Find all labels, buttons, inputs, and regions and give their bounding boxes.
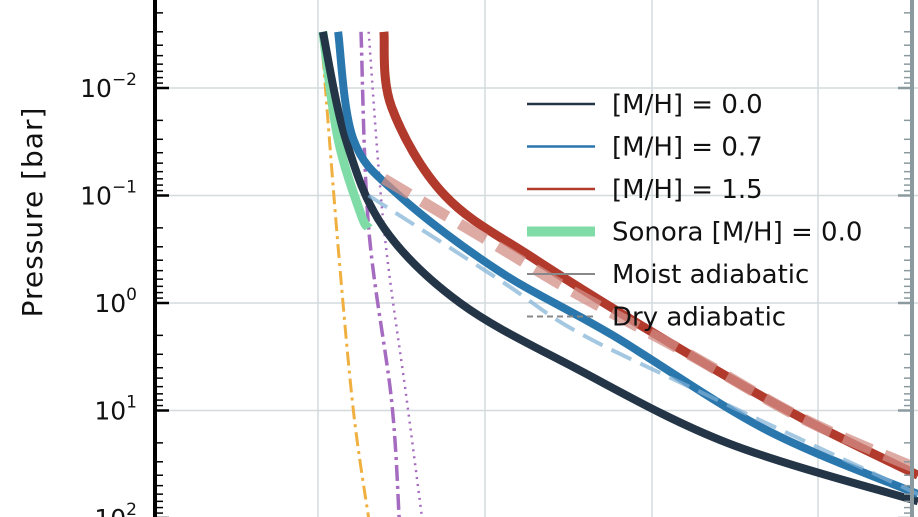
plot-area [318, 30, 918, 517]
legend: [M/H] = 0.0 [M/H] = 0.7 [M/H] = 1.5 Sonora … [527, 90, 862, 333]
series-line-mh07 [334, 31, 918, 498]
y-axis-label: Pressure [bar] [16, 107, 49, 318]
legend-label-3: Sonora [M/H] = 0.0 [612, 218, 862, 248]
y-tick-label-4: 102 [94, 500, 137, 517]
y-tick-label-1: 10−1 [80, 178, 137, 211]
y-axis-ticks: 10−2 10−1 100 101 102 [80, 70, 137, 517]
y-tick-label-0: 10−2 [80, 70, 137, 103]
legend-label-2: [M/H] = 1.5 [612, 175, 763, 205]
series-line-mh15 [379, 31, 918, 480]
series-line-mh15_dry [381, 174, 918, 475]
y-tick-label-2: 100 [94, 285, 137, 318]
legend-label-4: Moist adiabatic [612, 260, 809, 290]
legend-label-5: Dry adiabatic [612, 303, 786, 333]
axes-frame [153, 0, 914, 517]
series-line-mh0 [318, 30, 918, 506]
y-tick-label-3: 101 [94, 393, 137, 426]
legend-label-0: [M/H] = 0.0 [612, 90, 763, 120]
series-line-cond_purple_dashdot [359, 31, 401, 517]
series-line-cond_orange [321, 55, 371, 517]
legend-label-1: [M/H] = 0.7 [612, 133, 763, 163]
grid [155, 0, 918, 517]
series-line-mh07_dry [367, 193, 918, 496]
